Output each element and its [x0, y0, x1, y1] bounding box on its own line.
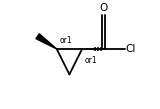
Text: Cl: Cl [126, 44, 136, 54]
Polygon shape [36, 34, 57, 49]
Text: or1: or1 [84, 56, 97, 65]
Text: or1: or1 [60, 36, 72, 45]
Text: O: O [99, 3, 108, 13]
